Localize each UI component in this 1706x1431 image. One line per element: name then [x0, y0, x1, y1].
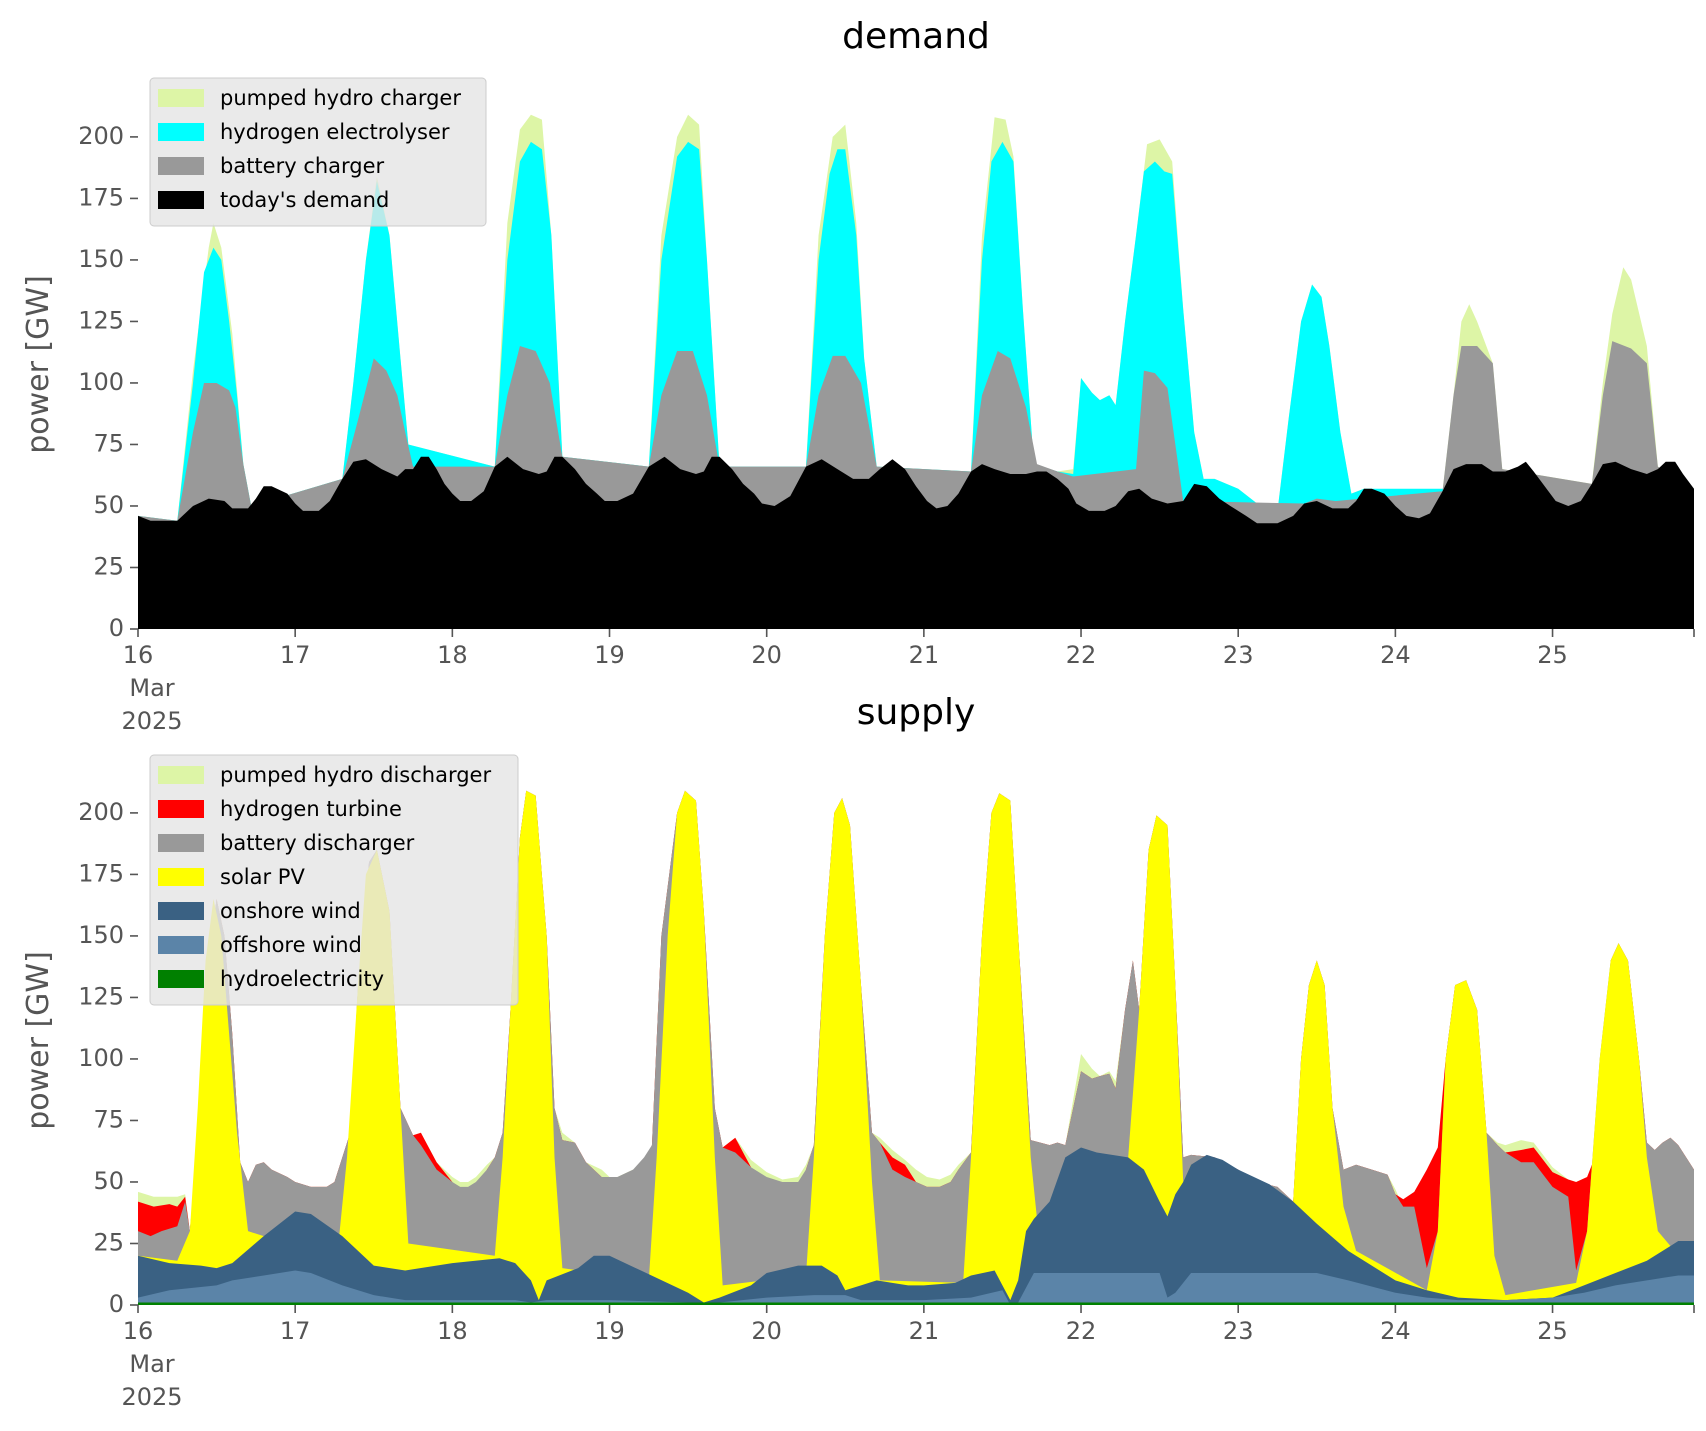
supply-y-tick-label: 150 [78, 921, 124, 949]
demand-y-tick-label: 75 [93, 429, 124, 457]
demand-chart-title: demand [842, 16, 990, 57]
supply-x-tick-label: 19 [594, 1317, 625, 1345]
demand-y-tick-label: 175 [78, 183, 124, 211]
demand-legend-label-hydrogen-electrolyser: hydrogen electrolyser [220, 120, 450, 144]
supply-legend-label-solar-pv: solar PV [220, 865, 305, 889]
supply-x-tick-label: 22 [1066, 1317, 1097, 1345]
demand-legend-swatch-pumped-hydro-charger [158, 89, 204, 107]
demand-legend: pumped hydro charger hydrogen electrolyse… [149, 77, 487, 227]
demand-legend-label-pumped-hydro-charger: pumped hydro charger [220, 86, 461, 110]
demand-x-tick-label: 22 [1066, 641, 1097, 669]
demand-x-tick-label: 17 [280, 641, 311, 669]
demand-x-tick-label: 19 [594, 641, 625, 669]
demand-x-tick-label: 23 [1223, 641, 1254, 669]
demand-y-tick-label: 125 [78, 306, 124, 334]
supply-x-tick-label: 25 [1537, 1317, 1568, 1345]
supply-legend-label-onshore-wind: onshore wind [220, 899, 361, 923]
demand-y-tick-label: 150 [78, 245, 124, 273]
supply-y-axis-label: power [GW] [21, 951, 56, 1130]
demand-legend-swatch-hydrogen-electrolyser [158, 123, 204, 141]
supply-y-tick-label: 125 [78, 982, 124, 1010]
supply-legend-label-hydroelectricity: hydroelectricity [220, 967, 384, 991]
demand-x-tick-label: 16 [123, 641, 154, 669]
supply-legend-swatch-pumped-hydro-discharger [158, 766, 204, 784]
supply-x-tick-label: 18 [437, 1317, 468, 1345]
demand-x-date-sub-label: 2025 [121, 707, 182, 735]
demand-legend-box [149, 77, 487, 227]
supply-legend-label-offshore-wind: offshore wind [220, 933, 362, 957]
supply-x-date-sub-label: Mar [129, 1350, 174, 1378]
demand-legend-label-today-s-demand: today's demand [220, 188, 389, 212]
demand-y-tick-label: 100 [78, 368, 124, 396]
supply-area-solar-pv [138, 790, 1694, 1305]
supply-y-tick-label: 0 [109, 1290, 124, 1318]
supply-x-tick-label: 21 [909, 1317, 940, 1345]
supply-legend-label-pumped-hydro-discharger: pumped hydro discharger [220, 763, 491, 787]
demand-x-tick-label: 21 [909, 641, 940, 669]
supply-legend-label-battery-discharger: battery discharger [220, 831, 415, 855]
supply-y-tick-label: 100 [78, 1044, 124, 1072]
demand-y-axis-label: power [GW] [21, 275, 56, 454]
supply-legend-swatch-solar-pv [158, 868, 204, 886]
demand-legend-label-battery-charger: battery charger [220, 154, 385, 178]
demand-y-tick-label: 0 [109, 614, 124, 642]
supply-x-tick-label: 17 [280, 1317, 311, 1345]
supply-x-date-sub-label: 2025 [121, 1383, 182, 1411]
supply-y-tick-label: 75 [93, 1105, 124, 1133]
demand-y-tick-label: 25 [93, 552, 124, 580]
supply-y-tick-label: 200 [78, 798, 124, 826]
supply-legend-swatch-offshore-wind [158, 936, 204, 954]
demand-x-tick-label: 25 [1537, 641, 1568, 669]
demand-y-tick-label: 200 [78, 122, 124, 150]
demand-x-tick-label: 20 [751, 641, 782, 669]
supply-legend: pumped hydro discharger hydrogen turbine b… [149, 754, 519, 1006]
demand-legend-swatch-today-s-demand [158, 191, 204, 209]
supply-legend-swatch-hydrogen-turbine [158, 800, 204, 818]
demand-legend-swatch-battery-charger [158, 157, 204, 175]
demand-x-tick-label: 18 [437, 641, 468, 669]
demand-panel: demand power [GW] 0 25 50 75 100 125 150 175 200 16… [21, 16, 1695, 735]
supply-x-tick-label: 20 [751, 1317, 782, 1345]
supply-y-tick-label: 50 [93, 1167, 124, 1195]
supply-legend-swatch-battery-discharger [158, 834, 204, 852]
supply-area-hydroelectricity [138, 1302, 1694, 1305]
demand-x-tick-label: 24 [1380, 641, 1411, 669]
supply-chart-title: supply [857, 692, 976, 733]
demand-area-today-s-demand [138, 456, 1694, 629]
supply-x-tick-label: 24 [1380, 1317, 1411, 1345]
supply-legend-swatch-onshore-wind [158, 902, 204, 920]
supply-y-tick-label: 25 [93, 1228, 124, 1256]
demand-y-tick-label: 50 [93, 491, 124, 519]
supply-panel: supply power [GW] 0 25 50 75 100 125 150 175 200 16… [21, 692, 1695, 1411]
supply-legend-swatch-hydroelectricity [158, 970, 204, 988]
supply-x-tick-label: 16 [123, 1317, 154, 1345]
supply-legend-box [149, 754, 519, 1006]
supply-x-tick-label: 23 [1223, 1317, 1254, 1345]
supply-y-tick-label: 175 [78, 859, 124, 887]
supply-area-onshore-wind [138, 1147, 1694, 1305]
supply-area-offshore-wind [138, 1270, 1694, 1305]
supply-legend-label-hydrogen-turbine: hydrogen turbine [220, 797, 402, 821]
demand-x-date-sub-label: Mar [129, 674, 174, 702]
